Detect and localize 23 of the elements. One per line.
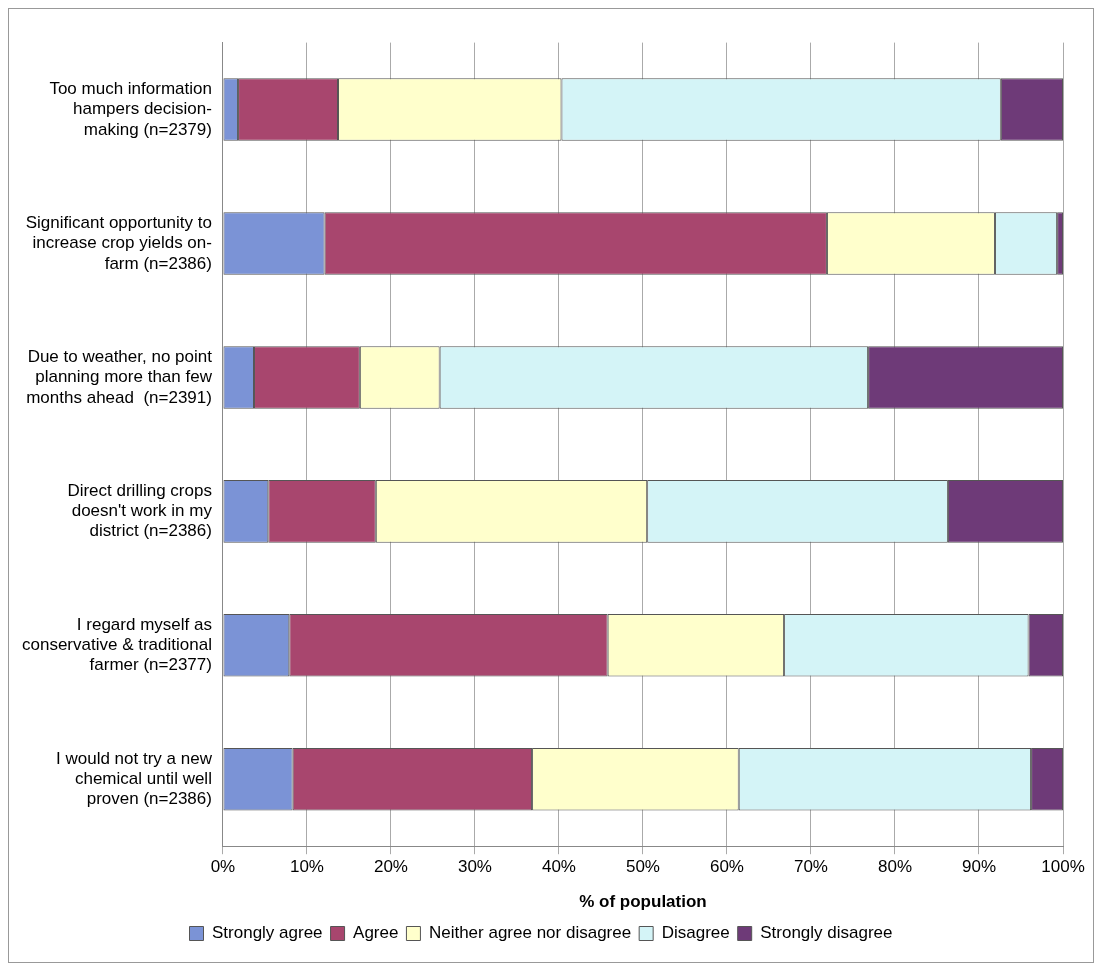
y-tick-label: Too much information hampers decision- making (n=2379) (49, 78, 212, 139)
legend-label: Disagree (661, 923, 730, 943)
x-tick-label: 20% (373, 857, 408, 877)
y-tick-label: I would not try a new chemical until well proven (n=2386) (56, 748, 213, 809)
x-tick-label: 10% (289, 857, 324, 877)
x-tick-label: 80% (877, 857, 912, 877)
y-tick-label: Significant opportunity to increase crop yields on- farm (n=2386) (25, 212, 212, 273)
y-tick-label: Due to weather, no point planning more than few months ahead (n=2391) (26, 346, 213, 407)
y-tick-label: Direct drilling crops doesn't work in my district (n=2386) (67, 480, 213, 541)
x-tick-label: 50% (625, 857, 660, 877)
legend-label: Agree (353, 923, 399, 943)
legend-label: Strongly disagree (760, 923, 893, 943)
x-tick-label: 30% (457, 857, 492, 877)
x-axis-title: % of population (579, 892, 707, 912)
y-tick-label: I regard myself as conservative & traditional farmer (n=2377) (21, 614, 212, 675)
x-tick-label: 70% (793, 857, 828, 877)
x-tick-label: 40% (541, 857, 576, 877)
x-tick-label: 90% (961, 857, 997, 877)
x-tick-label: 60% (709, 857, 744, 877)
x-tick-label: 0% (210, 857, 236, 877)
x-tick-label: 100% (1041, 857, 1085, 877)
legend-label: Strongly agree (212, 923, 323, 943)
legend-label: Neither agree nor disagree (428, 923, 632, 943)
